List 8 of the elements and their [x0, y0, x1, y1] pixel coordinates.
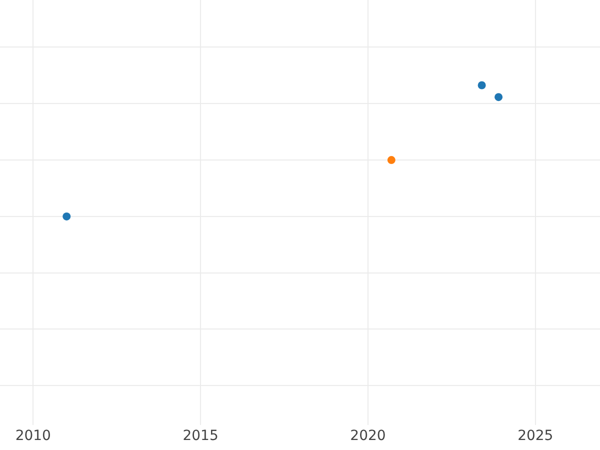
point — [62, 212, 71, 220]
point — [387, 156, 396, 164]
x-tick-label: 2020 — [350, 428, 386, 444]
x-tick-label: 2010 — [15, 428, 51, 444]
x-tick-label: 2025 — [518, 428, 554, 444]
x-tick-label: 2015 — [182, 428, 218, 444]
point — [478, 81, 486, 90]
point — [494, 93, 503, 102]
